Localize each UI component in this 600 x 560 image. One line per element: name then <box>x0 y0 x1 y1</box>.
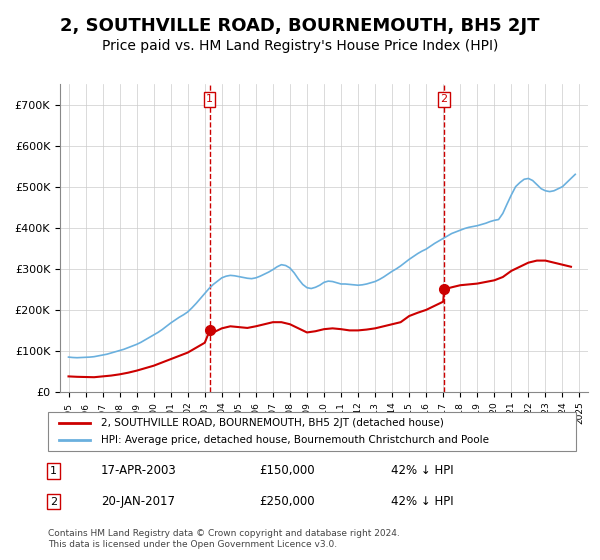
Text: 17-APR-2003: 17-APR-2003 <box>101 464 176 477</box>
Text: 1: 1 <box>50 466 57 476</box>
Text: 2, SOUTHVILLE ROAD, BOURNEMOUTH, BH5 2JT: 2, SOUTHVILLE ROAD, BOURNEMOUTH, BH5 2JT <box>60 17 540 35</box>
Text: 1: 1 <box>206 95 213 104</box>
Text: 2, SOUTHVILLE ROAD, BOURNEMOUTH, BH5 2JT (detached house): 2, SOUTHVILLE ROAD, BOURNEMOUTH, BH5 2JT… <box>101 418 443 428</box>
FancyBboxPatch shape <box>48 412 576 451</box>
Text: 2: 2 <box>440 95 448 104</box>
Text: Contains HM Land Registry data © Crown copyright and database right 2024.
This d: Contains HM Land Registry data © Crown c… <box>48 529 400 549</box>
Text: £150,000: £150,000 <box>259 464 315 477</box>
Text: HPI: Average price, detached house, Bournemouth Christchurch and Poole: HPI: Average price, detached house, Bour… <box>101 435 489 445</box>
Text: 2: 2 <box>50 497 57 507</box>
Text: 42% ↓ HPI: 42% ↓ HPI <box>391 495 454 508</box>
Text: 42% ↓ HPI: 42% ↓ HPI <box>391 464 454 477</box>
Text: £250,000: £250,000 <box>259 495 315 508</box>
Text: Price paid vs. HM Land Registry's House Price Index (HPI): Price paid vs. HM Land Registry's House … <box>102 39 498 53</box>
Text: 20-JAN-2017: 20-JAN-2017 <box>101 495 175 508</box>
